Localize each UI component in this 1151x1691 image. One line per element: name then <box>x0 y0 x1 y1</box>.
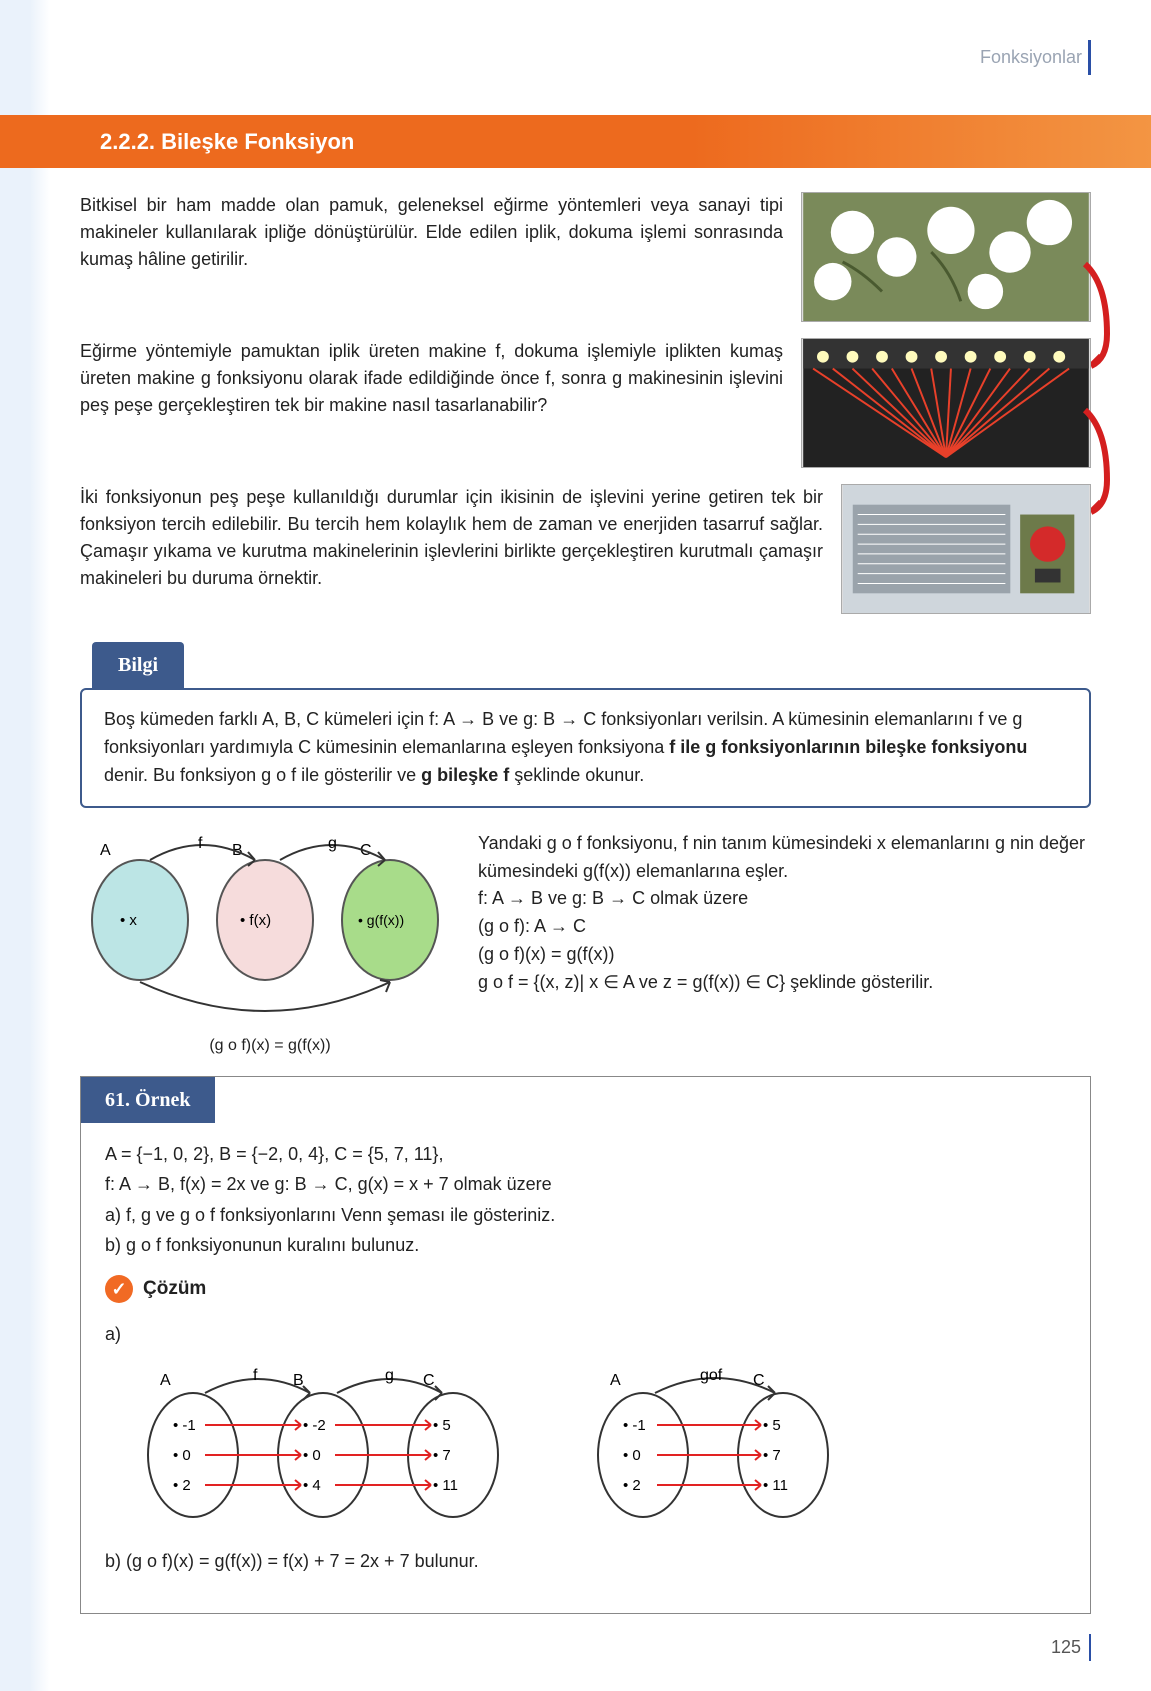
example-line-1: A = {−1, 0, 2}, B = {−2, 0, 4}, C = {5, … <box>105 1139 1066 1170</box>
venn-gof: A C gof • -1 • 0 • 2 • 5 • 7 • 11 <box>575 1360 855 1530</box>
explain-line-1: Yandaki g o f fonksiyonu, f nin tanım kü… <box>478 830 1091 886</box>
example-item-b: b) g o f fonksiyonunun kuralını bulunuz. <box>105 1230 1066 1261</box>
intro-paragraph-1: Bitkisel bir ham madde olan pamuk, gelen… <box>80 192 783 322</box>
svg-text:f: f <box>198 835 203 852</box>
venn-three-sets: A B C f g • -1 • 0 • 2 • - <box>125 1360 525 1530</box>
solution-label: Çözüm <box>143 1273 206 1305</box>
svg-text:g: g <box>328 835 337 852</box>
svg-text:• -1: • -1 <box>173 1417 196 1434</box>
example-tab: 61. Örnek <box>81 1077 215 1123</box>
explain-line-4: (g o f)(x) = g(f(x)) <box>478 941 1091 969</box>
photo-spinning-mill <box>801 338 1091 468</box>
svg-text:• 0: • 0 <box>173 1447 191 1464</box>
photo-weaving-machine <box>841 484 1091 614</box>
photo-cotton <box>801 192 1091 322</box>
example-item-a: a) f, g ve g o f fonksiyonlarını Venn şe… <box>105 1200 1066 1231</box>
svg-text:• 5: • 5 <box>433 1417 451 1434</box>
composition-explanation: Yandaki g o f fonksiyonu, f nin tanım kü… <box>478 830 1091 997</box>
svg-text:• -2: • -2 <box>303 1417 326 1434</box>
check-icon: ✓ <box>105 1275 133 1303</box>
svg-text:• 11: • 11 <box>763 1477 788 1494</box>
svg-text:• 0: • 0 <box>303 1447 321 1464</box>
svg-text:• -1: • -1 <box>623 1417 646 1434</box>
svg-text:• g(f(x)): • g(f(x)) <box>358 912 404 928</box>
explain-line-5: g o f = {(x, z)| x ∈ A ve z = g(f(x)) ∈ … <box>478 969 1091 997</box>
bilgi-box: Boş kümeden farklı A, B, C kümeleri için… <box>80 688 1091 808</box>
section-title: 2.2.2. Bileşke Fonksiyon <box>0 115 1151 168</box>
bilgi-text-post: şeklinde okunur. <box>514 765 644 785</box>
explain-line-2: f: A → B ve g: B → C olmak üzere <box>478 885 1091 913</box>
example-line-2: f: A → B, f(x) = 2x ve g: B → C, g(x) = … <box>105 1169 1066 1200</box>
svg-text:• 4: • 4 <box>303 1477 321 1494</box>
svg-text:A: A <box>160 1372 171 1389</box>
chapter-header: Fonksiyonlar <box>80 40 1091 75</box>
solution-a-label: a) <box>105 1319 1066 1350</box>
svg-text:• 5: • 5 <box>763 1417 781 1434</box>
svg-text:• 2: • 2 <box>173 1477 191 1494</box>
svg-text:• x: • x <box>120 912 137 929</box>
example-box: 61. Örnek A = {−1, 0, 2}, B = {−2, 0, 4}… <box>80 1076 1091 1614</box>
svg-text:• 7: • 7 <box>763 1447 781 1464</box>
intro-paragraph-2: Eğirme yöntemiyle pamuktan iplik üreten … <box>80 338 783 468</box>
svg-text:g: g <box>385 1367 394 1384</box>
bilgi-tab: Bilgi <box>92 642 184 688</box>
explain-line-3: (g o f): A → C <box>478 913 1091 941</box>
svg-text:• 0: • 0 <box>623 1447 641 1464</box>
intro-paragraph-3: İki fonksiyonun peş peşe kullanıldığı du… <box>80 484 823 592</box>
bilgi-bold-2: g bileşke f <box>421 765 509 785</box>
svg-text:• f(x): • f(x) <box>240 912 271 929</box>
bilgi-text-mid: denir. Bu fonksiyon g o f ile gösterilir… <box>104 765 421 785</box>
svg-text:• 2: • 2 <box>623 1477 641 1494</box>
svg-text:f: f <box>253 1367 258 1384</box>
svg-text:• 7: • 7 <box>433 1447 451 1464</box>
svg-text:A: A <box>610 1372 621 1389</box>
composition-diagram: A B C f g • x • f(x) • g(f(x)) <box>80 830 460 1058</box>
solution-b: b) (g o f)(x) = g(f(x)) = f(x) + 7 = 2x … <box>105 1546 1066 1577</box>
svg-text:gof: gof <box>700 1367 723 1384</box>
svg-text:A: A <box>100 842 111 859</box>
bilgi-bold-1: f ile g fonksiyonlarının bileşke fonksiy… <box>669 737 1027 757</box>
page-number: 125 <box>80 1634 1091 1661</box>
svg-text:• 11: • 11 <box>433 1477 458 1494</box>
diagram-caption: (g o f)(x) = g(f(x)) <box>80 1034 460 1058</box>
